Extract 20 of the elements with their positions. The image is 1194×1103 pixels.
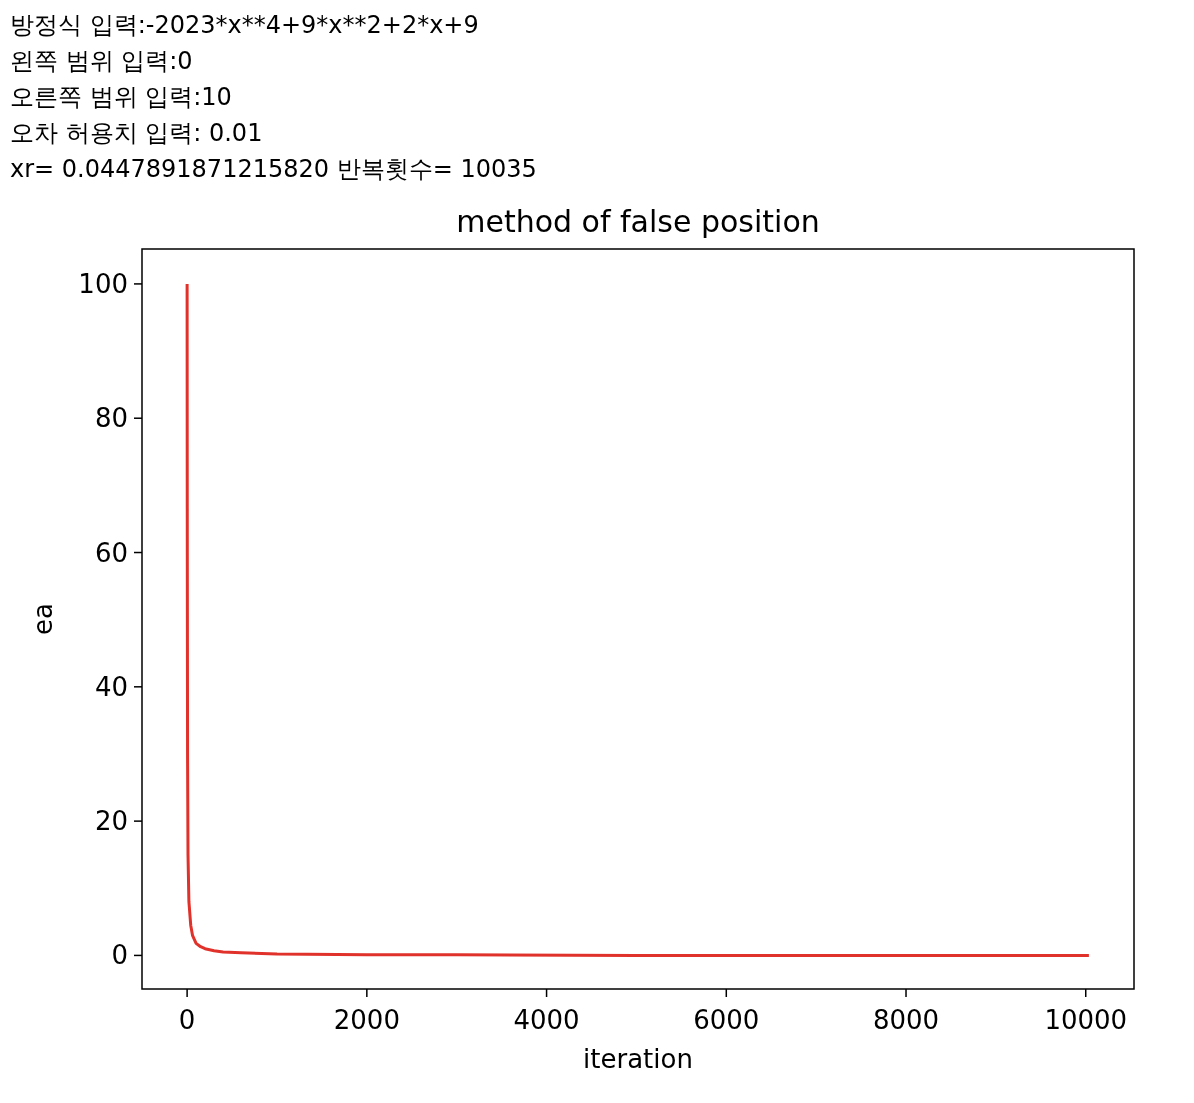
x-axis-title: iteration: [583, 1044, 693, 1074]
x-tick-label: 2000: [333, 1005, 400, 1035]
annotation: 왼쪽 범위 입력:0: [10, 47, 193, 75]
x-tick-label: 8000: [872, 1005, 940, 1035]
annotation: xr= 0.0447891871215820 반복횟수= 10035: [10, 155, 537, 183]
annotation: 오른쪽 범위 입력:10: [10, 83, 232, 111]
annotation: 오차 허용치 입력: 0.01: [10, 119, 263, 147]
y-axis-title: ea: [28, 603, 58, 635]
y-tick-label: 20: [94, 806, 128, 837]
y-tick-label: 0: [111, 940, 128, 971]
x-tick-label: 6000: [693, 1005, 760, 1035]
x-tick-label: 4000: [513, 1005, 580, 1035]
y-tick-label: 40: [94, 671, 128, 702]
x-tick-label: 10000: [1044, 1005, 1128, 1035]
annotation: 방정식 입력:-2023*x**4+9*x**2+2*x+9: [10, 11, 479, 39]
x-tick-label: 0: [178, 1005, 196, 1035]
y-tick-label: 60: [94, 537, 128, 568]
chart-title: method of false position: [456, 204, 820, 239]
y-tick-label: 100: [78, 268, 128, 299]
y-tick-label: 80: [94, 403, 128, 434]
